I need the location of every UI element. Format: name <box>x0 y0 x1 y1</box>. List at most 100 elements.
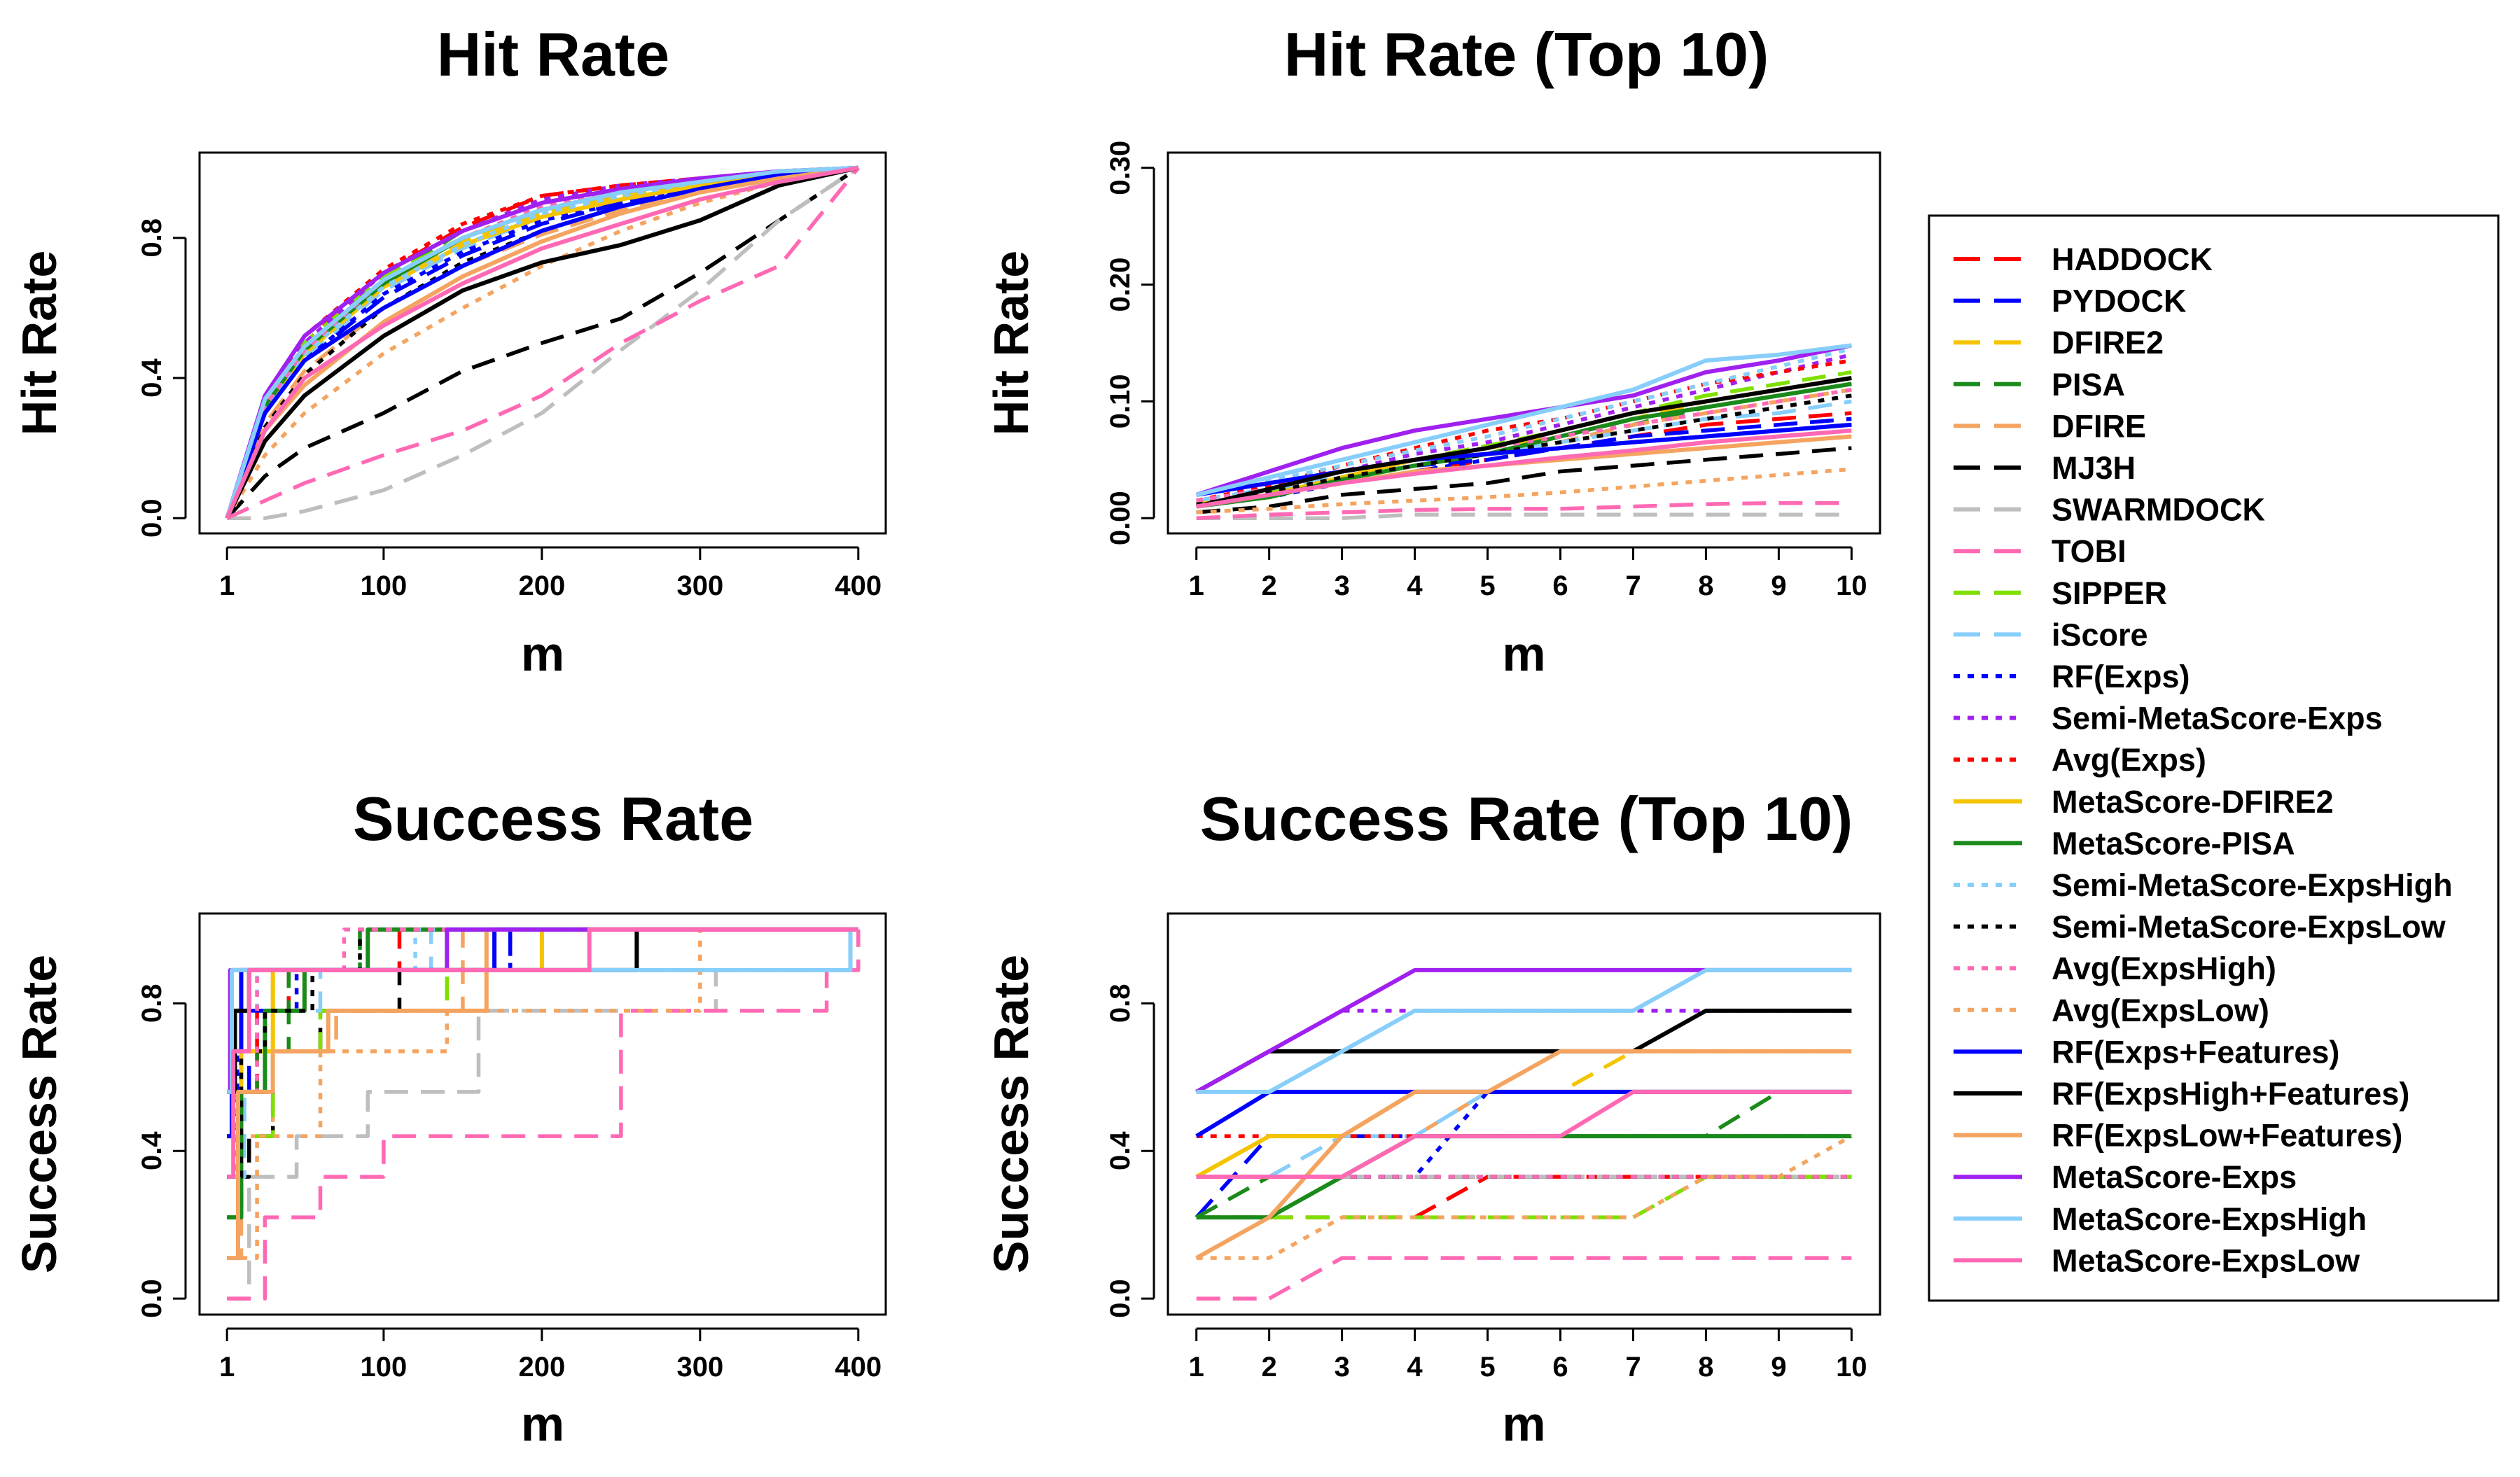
panel-hit-rate: Hit Rate m Hit Rate 1 100 200 300 400 0.0 0.4 0.8 <box>12 20 887 681</box>
legend-label: SWARMDOCK <box>2052 492 2265 528</box>
y-tick-label: 0.00 <box>1105 491 1136 545</box>
legend-label: RF(ExpsHigh+Features) <box>2052 1076 2409 1112</box>
series-line-rf-expshigh-features <box>225 165 859 519</box>
series-group <box>1195 967 1853 1301</box>
series-line-metascore-pisa <box>227 927 858 1220</box>
x-tick-label: 1 <box>219 570 235 601</box>
series-line-sipper <box>1196 1175 1852 1219</box>
legend-label: iScore <box>2052 617 2148 652</box>
x-axis-label: m <box>521 1396 564 1451</box>
chart-title: Hit Rate <box>437 20 670 89</box>
x-tick-label: 10 <box>1836 1352 1867 1382</box>
x-tick-label: 5 <box>1480 570 1495 601</box>
y-tick-label: 0.8 <box>1105 984 1136 1023</box>
y-axis-label: Hit Rate <box>984 251 1038 435</box>
plot-frame <box>1167 151 1881 535</box>
legend-item-swarmdock: SWARMDOCK <box>1954 492 2265 528</box>
series-line-avg-expslow <box>1196 467 1852 514</box>
series-line-rf-exps-features <box>1196 422 1852 497</box>
legend: HADDOCK PYDOCK DFIRE2 PISA DFIRE MJ3H SWARMDOC… <box>1928 214 2500 1302</box>
plot-frame <box>1167 912 1881 1316</box>
legend-item-pisa: PISA <box>1954 367 2125 402</box>
series-line-avg-expslow <box>1196 1134 1853 1260</box>
x-tick-label: 5 <box>1480 1352 1495 1382</box>
legend-label: Semi-MetaScore-ExpsLow <box>2052 909 2446 945</box>
series-line-avg-expslow <box>225 166 859 519</box>
plot-frame <box>198 151 887 535</box>
x-tick-label: 4 <box>1407 1352 1423 1382</box>
legend-item-avg-exps: Avg(Exps) <box>1954 742 2206 778</box>
legend-label: Semi-MetaScore-Exps <box>2052 701 2383 736</box>
legend-item-sipper: SIPPER <box>1954 575 2167 611</box>
legend-item-haddock: HADDOCK <box>1954 241 2213 277</box>
x-tick-label: 8 <box>1698 570 1713 601</box>
legend-label: HADDOCK <box>2052 241 2213 277</box>
legend-label: MetaScore-Exps <box>2052 1159 2297 1195</box>
series-group <box>227 927 861 1301</box>
x-tick-label: 300 <box>676 570 723 601</box>
y-tick-label: 0.8 <box>137 218 167 258</box>
series-line-metascore-expslow <box>1196 428 1852 509</box>
x-tick-label: 10 <box>1836 570 1867 601</box>
series-line-semi-metascore-expslow <box>227 927 858 1179</box>
legend-label: MetaScore-PISA <box>2052 825 2295 861</box>
legend-label: PISA <box>2052 367 2125 402</box>
chart-title: Success Rate <box>353 784 753 853</box>
legend-label: Semi-MetaScore-ExpsHigh <box>2052 867 2453 903</box>
x-tick-label: 3 <box>1334 570 1349 601</box>
y-tick-label: 0.10 <box>1105 374 1136 428</box>
series-line-metascore-exps <box>1195 343 1852 497</box>
series-line-rf-expshigh-features <box>1195 1008 1852 1094</box>
series-line-metascore-expshigh <box>1196 967 1852 1094</box>
legend-item-semi-metascore-exps: Semi-MetaScore-Exps <box>1954 701 2383 736</box>
x-axis: 1 100 200 300 400 <box>219 1327 882 1382</box>
chart-title: Hit Rate (Top 10) <box>1284 20 1769 89</box>
x-tick-label: 6 <box>1552 570 1568 601</box>
legend-item-dfire2: DFIRE2 <box>1954 325 2164 360</box>
legend-label: PYDOCK <box>2052 284 2187 319</box>
series-line-rf-exps-features <box>225 165 859 519</box>
x-tick-label: 3 <box>1334 1352 1349 1382</box>
x-tick-label: 8 <box>1698 1352 1713 1382</box>
y-tick-label: 0.0 <box>1105 1279 1136 1318</box>
y-axis: 0.00 0.10 0.20 0.30 <box>1105 141 1155 545</box>
panel-success-rate-top10: Success Rate (Top 10) m Success Rate 1 2 3 4 5 6… <box>984 784 1881 1451</box>
y-tick-label: 0.0 <box>137 1279 167 1318</box>
x-tick-label: 400 <box>835 1352 882 1382</box>
legend-item-rf-expslow-features: RF(ExpsLow+Features) <box>1954 1118 2402 1154</box>
x-tick-label: 9 <box>1771 570 1786 601</box>
legend-label: Avg(ExpsHigh) <box>2052 951 2276 986</box>
series-line-tobi <box>1196 500 1852 520</box>
y-axis: 0.0 0.4 0.8 <box>137 984 187 1318</box>
series-line-swarmdock <box>227 166 860 520</box>
legend-item-avg-expslow: Avg(ExpsLow) <box>1954 993 2269 1028</box>
x-tick-label: 7 <box>1625 1352 1641 1382</box>
y-tick-label: 0.0 <box>137 498 167 538</box>
series-group <box>225 165 860 520</box>
legend-label: RF(Exps) <box>2052 659 2190 694</box>
y-tick-label: 0.8 <box>137 984 167 1023</box>
y-tick-label: 0.4 <box>137 358 167 397</box>
series-line-mj3h <box>225 166 860 520</box>
series-group <box>1195 343 1852 520</box>
x-tick-label: 6 <box>1552 1352 1568 1382</box>
x-tick-label: 9 <box>1771 1352 1786 1382</box>
x-tick-label: 100 <box>361 1352 408 1382</box>
legend-item-metascore-exps: MetaScore-Exps <box>1954 1159 2297 1195</box>
legend-item-rf-expshigh-features: RF(ExpsHigh+Features) <box>1954 1076 2409 1112</box>
y-tick-label: 0.4 <box>137 1131 167 1170</box>
legend-item-metascore-expslow: MetaScore-ExpsLow <box>1954 1242 2360 1278</box>
series-line-metascore-expslow <box>225 165 859 519</box>
x-axis-label: m <box>1502 626 1545 681</box>
legend-label: MetaScore-DFIRE2 <box>2052 784 2334 820</box>
panel-success-rate: Success Rate m Success Rate 1 100 200 300 400 0.… <box>12 784 887 1451</box>
legend-item-tobi: TOBI <box>1954 533 2126 569</box>
series-line-tobi <box>1196 1256 1852 1301</box>
x-tick-label: 400 <box>835 570 882 601</box>
legend-label: MetaScore-ExpsHigh <box>2052 1201 2367 1237</box>
legend-label: Avg(ExpsLow) <box>2052 993 2269 1028</box>
legend-label: MJ3H <box>2052 450 2136 486</box>
legend-label: TOBI <box>2052 533 2126 569</box>
x-axis: 1 100 200 300 400 <box>219 546 882 601</box>
